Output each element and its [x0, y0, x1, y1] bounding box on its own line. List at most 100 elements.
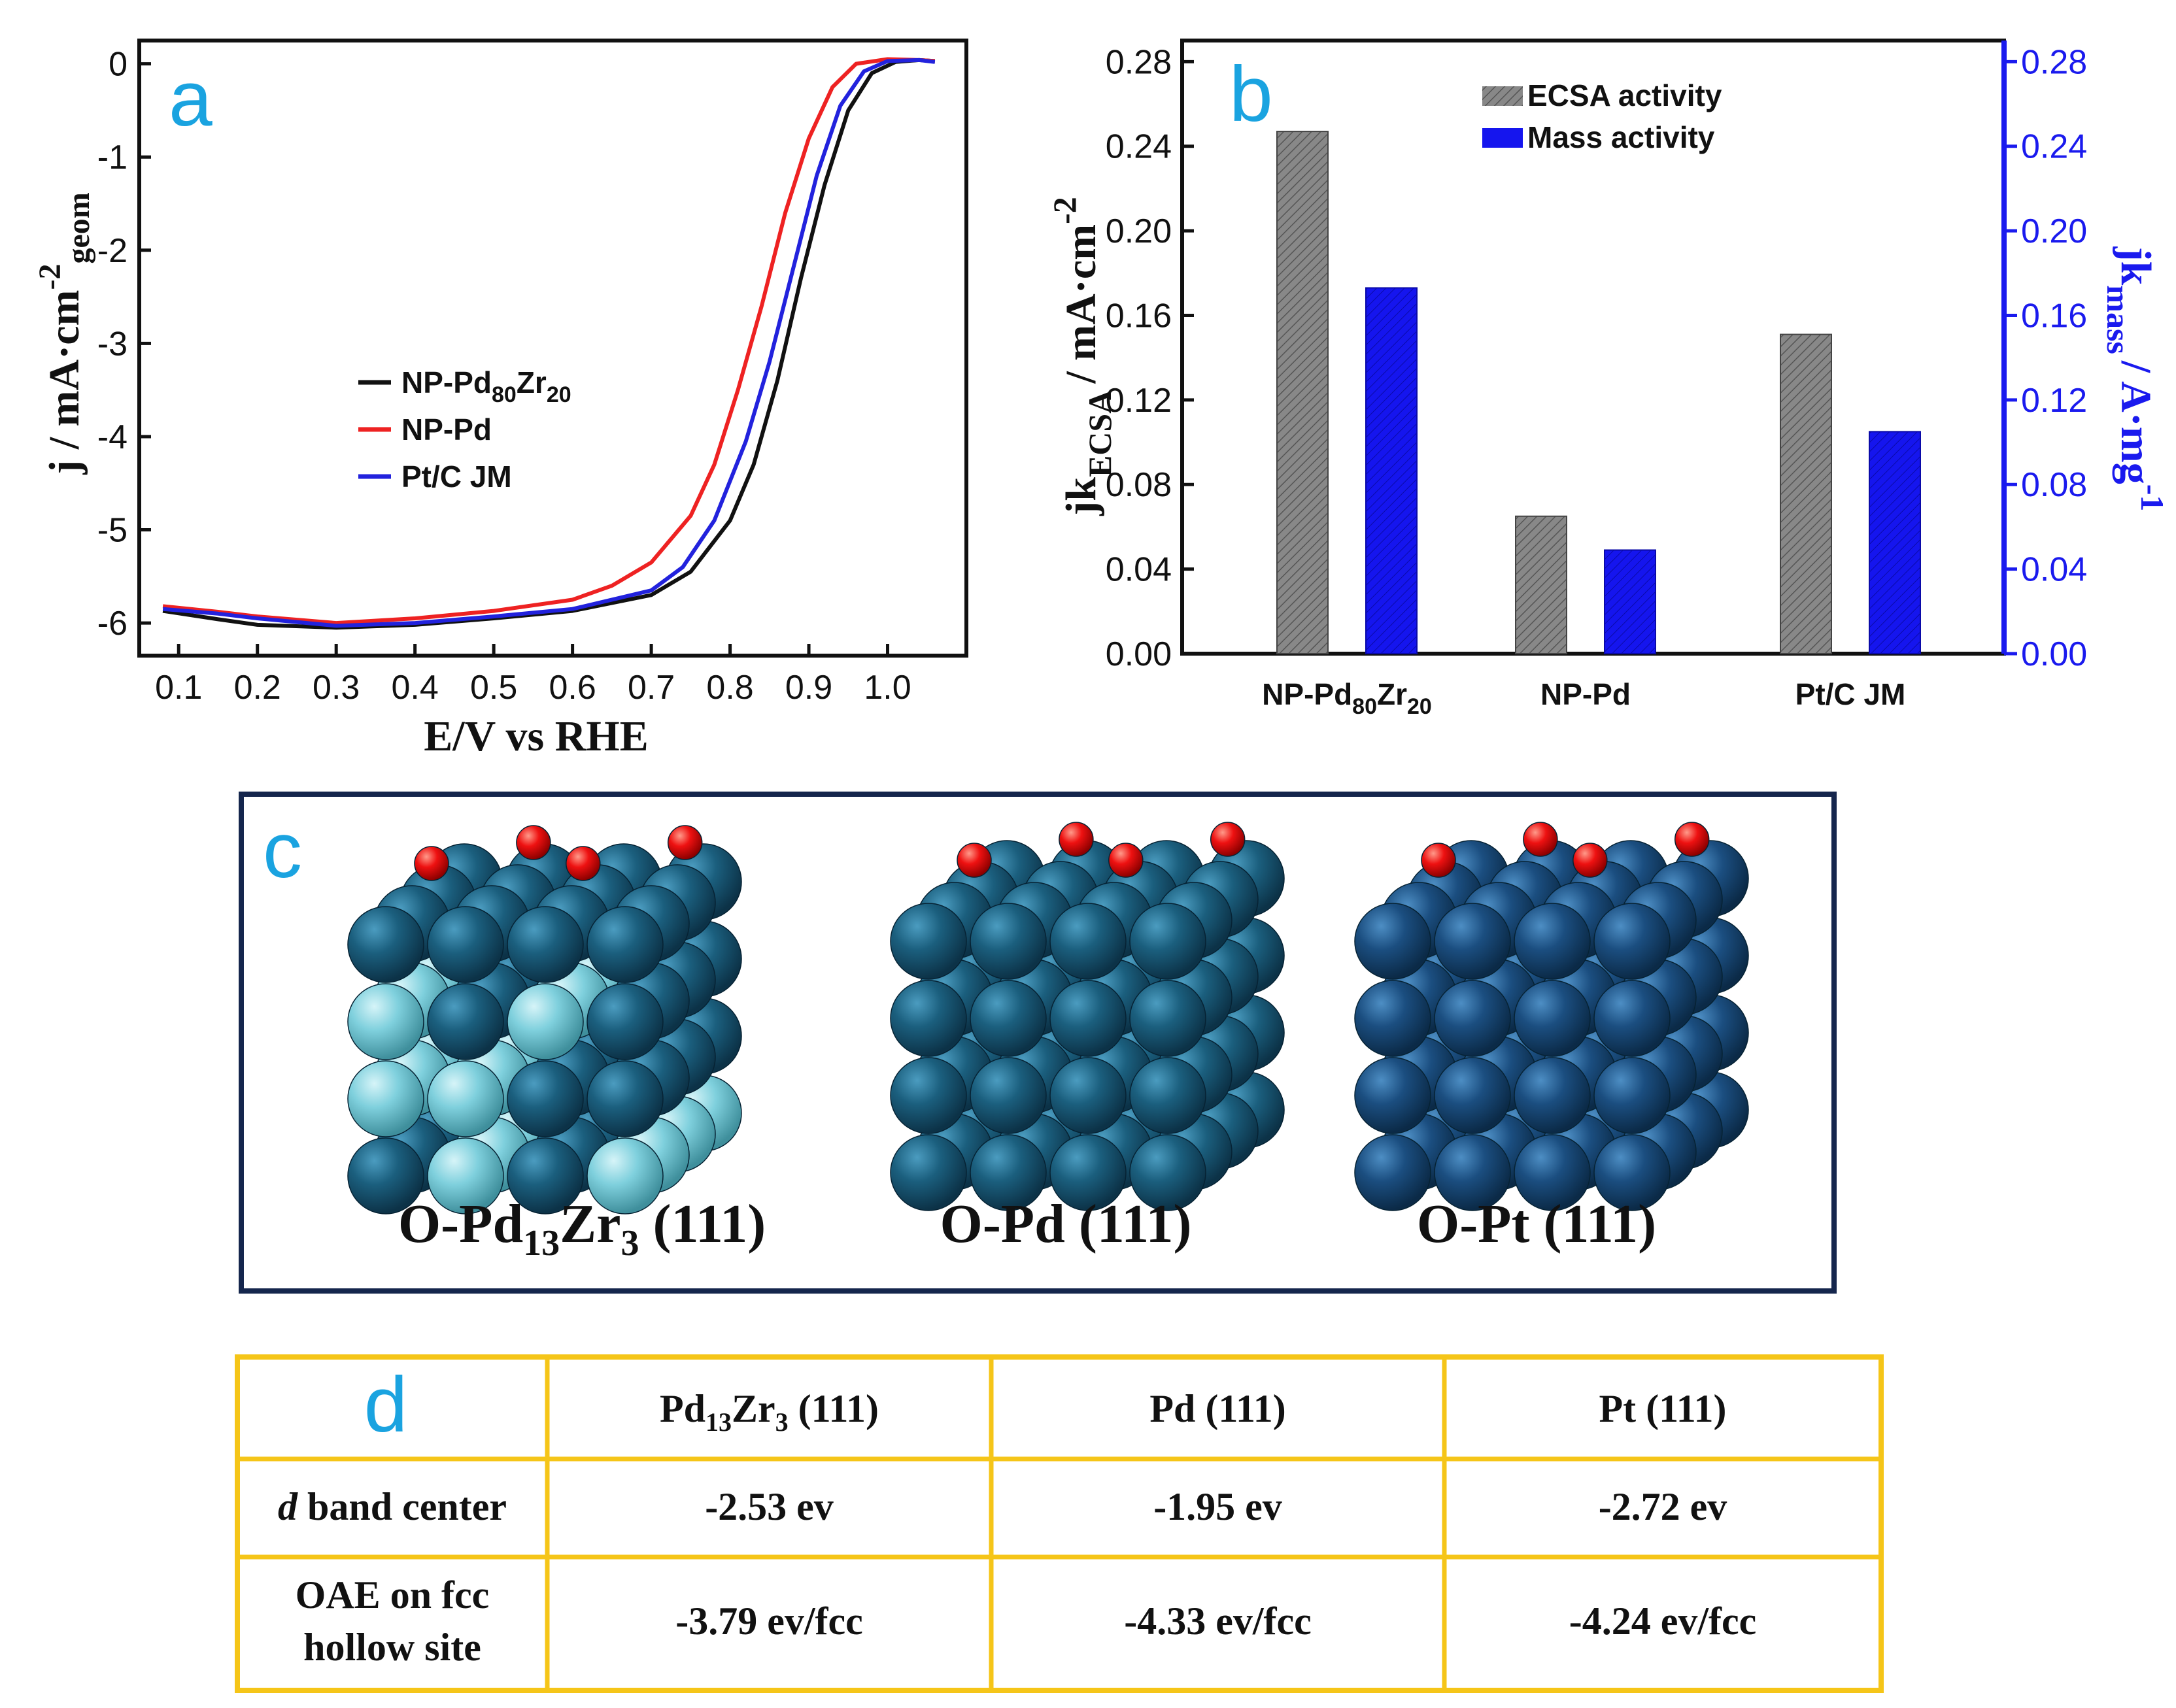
- panel-c-frame: [239, 792, 1837, 1294]
- pd-atom: [586, 1060, 664, 1137]
- panel-c-structure-label-text: (111): [639, 1194, 766, 1254]
- panel-a-x-tick-label: 0.7: [628, 669, 675, 707]
- panel-c-structure-label: O-Pt (111): [1417, 1194, 1656, 1254]
- pd-atom: [1049, 903, 1127, 980]
- panel-c-structures: c O-Pd13Zr3 (111) O-Pd (111) O-Pt (111): [239, 792, 1837, 1294]
- pt-atom: [1354, 903, 1431, 980]
- panel-a-y-tick-label: -1: [97, 139, 128, 176]
- panel-b-legend-label: ECSA activity: [1527, 78, 1722, 112]
- panel-a-y-tick-label: -2: [97, 232, 128, 270]
- panel-d-cell-value: -3.79 ev/fcc: [675, 1599, 863, 1643]
- panel-a-y-tick-label: 0: [109, 46, 128, 84]
- panel-d-column-header-text: Pt (111): [1599, 1387, 1727, 1430]
- o-atom: [1523, 822, 1558, 857]
- pd-atom: [970, 1057, 1047, 1134]
- panel-d-row-header: hollow site: [303, 1626, 481, 1669]
- pd-atom: [1129, 1057, 1206, 1134]
- panel-d-cell-value: -4.24 ev/fcc: [1569, 1599, 1757, 1643]
- panel-a-y-tick-label: -6: [97, 605, 128, 643]
- panel-a-legend-label-text: NP-Pd: [401, 412, 492, 446]
- zr-atom: [427, 1137, 504, 1214]
- pd-atom: [1049, 1057, 1127, 1134]
- panel-d-cell-value: -1.95 ev: [1153, 1485, 1282, 1528]
- o-atom: [1674, 822, 1710, 857]
- panel-d-row-header: d band center: [278, 1485, 507, 1528]
- panel-b-category-label-sub: 20: [1407, 694, 1432, 719]
- panel-b-category-label: Pt/C JM: [1795, 677, 1906, 711]
- pd-atom: [507, 1137, 584, 1214]
- zr-atom: [507, 983, 584, 1060]
- panel-b-right-axis-sub: mass: [2100, 285, 2137, 354]
- panel-b-left-tick-label: 0.00: [1106, 635, 1172, 673]
- panel-a-legend-label-text: Pt/C JM: [401, 460, 512, 494]
- panel-c-structure-label-text: Zr: [560, 1194, 620, 1254]
- panel-d-column-header-text: (111): [789, 1387, 879, 1430]
- pd-atom: [890, 980, 967, 1057]
- panel-d-column-header: Pt (111): [1599, 1387, 1727, 1430]
- o-atom: [566, 846, 601, 881]
- pd-atom: [890, 903, 967, 980]
- panel-b-category-label-text: NP-Pd: [1540, 677, 1631, 711]
- panel-a-x-tick-label: 0.6: [549, 669, 596, 707]
- pd-atom: [586, 906, 664, 983]
- panel-a-y-axis-sup: -2: [33, 264, 67, 290]
- panel-d-column-header-text: Zr: [732, 1387, 775, 1430]
- panel-a-y-tick-label: -3: [97, 325, 128, 363]
- pd-atom: [1049, 980, 1127, 1057]
- panel-a-curve-0: [162, 58, 935, 630]
- panel-a-legend-label: Pt/C JM: [401, 460, 512, 494]
- panel-b-right-tick-label: 0.08: [2021, 466, 2087, 504]
- panel-a-legend-label-text: NP-Pd: [401, 365, 492, 399]
- panel-a-y-axis-sub: geom: [61, 192, 96, 263]
- panel-b-bars: [1276, 131, 1921, 655]
- panel-a-y-axis-title: j / mA·cm-2geom: [33, 192, 96, 475]
- panel-b-left-tick-label: 0.12: [1106, 382, 1172, 420]
- pt-atom: [1514, 1134, 1591, 1211]
- panel-b-left-tick-label: 0.28: [1106, 43, 1172, 81]
- pt-atom: [1514, 1057, 1591, 1134]
- o-atom: [957, 843, 992, 878]
- panel-c-structure-label-text: O-Pd (111): [940, 1194, 1191, 1254]
- panel-a-y-tick-label: -4: [97, 418, 128, 456]
- panel-b-bar-ecsa: [1276, 131, 1329, 654]
- panel-a-legend-label-sub: 20: [547, 382, 571, 407]
- panel-c-letter: c: [263, 807, 302, 894]
- panel-d-table: d Pd13Zr3 (111) Pd (111) Pt (111)d band ce…: [235, 1354, 1884, 1693]
- panel-a-legend-label: NP-Pd: [401, 412, 492, 446]
- pt-atom: [1514, 980, 1591, 1057]
- panel-b-category-label: NP-Pd: [1540, 677, 1631, 711]
- panel-d-cell-value: -4.33 ev/fcc: [1124, 1599, 1312, 1643]
- panel-a-x-tick-label: 1.0: [864, 669, 911, 707]
- pd-atom: [1129, 980, 1206, 1057]
- panel-d-row-header: OAE on fcc: [296, 1573, 490, 1616]
- panel-b-category-label-text: Zr: [1377, 677, 1407, 711]
- panel-a-x-tick-label: 0.8: [706, 669, 753, 707]
- o-atom: [516, 825, 551, 860]
- panel-b-right-tick-label: 0.12: [2021, 382, 2087, 420]
- panel-b-right-axis-sup: -1: [2134, 484, 2171, 512]
- panel-c-structure-label: O-Pd (111): [940, 1194, 1191, 1254]
- panel-c-structure-label-text: O-Pd: [398, 1194, 523, 1254]
- panel-a-y-tick-label: -5: [97, 512, 128, 550]
- panel-b-legend-swatch: [1482, 128, 1523, 148]
- pt-atom: [1434, 1134, 1511, 1211]
- panel-a-x-ticks: 0.1 0.2 0.3 0.4 0.5 0.6 0.7 0.8 0.9 1.0: [155, 644, 911, 707]
- pd-atom: [347, 906, 424, 983]
- pt-atom: [1593, 903, 1671, 980]
- pd-atom: [586, 983, 664, 1060]
- o-atom: [1108, 843, 1144, 878]
- o-atom: [1059, 822, 1094, 857]
- pd-atom: [970, 903, 1047, 980]
- panel-a-legend-label-text: Zr: [517, 365, 547, 399]
- panel-b-legend-swatch: [1482, 86, 1523, 106]
- panel-b-right-tick-label: 0.28: [2021, 43, 2087, 81]
- panel-a-plot-frame: [137, 39, 968, 658]
- panel-b-category-label-text: Pt/C JM: [1795, 677, 1906, 711]
- panel-d-column-header: Pd13Zr3 (111): [660, 1387, 879, 1437]
- panel-b-bar-mass: [1604, 549, 1656, 654]
- panel-a-y-axis-main: j / mA·cm: [41, 290, 88, 475]
- panel-b-left-tick-label: 0.20: [1106, 212, 1172, 250]
- panel-b-bar-ecsa: [1515, 515, 1567, 654]
- panel-b-bar-ecsa: [1780, 333, 1832, 654]
